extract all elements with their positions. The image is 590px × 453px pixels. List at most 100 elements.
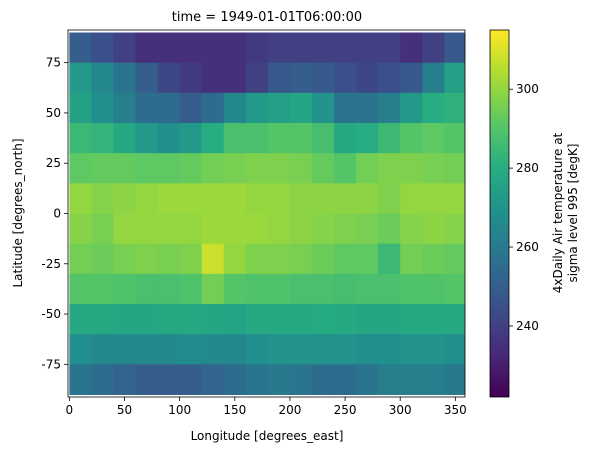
- heatmap-cell: [69, 92, 92, 124]
- heatmap-cell: [356, 273, 379, 305]
- heatmap: [69, 32, 465, 395]
- y-tick-label: 25: [46, 156, 61, 170]
- heatmap-cell: [113, 334, 137, 365]
- heatmap-cell: [400, 334, 423, 365]
- heatmap-cell: [422, 92, 445, 124]
- heatmap-cell: [91, 92, 114, 124]
- heatmap-cell: [356, 364, 379, 395]
- heatmap-cell: [444, 273, 465, 305]
- heatmap-cell: [444, 92, 465, 124]
- heatmap-cell: [267, 364, 291, 395]
- heatmap-cell: [334, 123, 357, 154]
- heatmap-cell: [444, 303, 465, 335]
- heatmap-cell: [179, 334, 203, 365]
- heatmap-cell: [223, 334, 247, 365]
- heatmap-cell: [179, 213, 203, 245]
- heatmap-cell: [334, 62, 357, 94]
- heatmap-cell: [267, 273, 291, 305]
- heatmap-cell: [378, 183, 401, 214]
- y-tick-label: 75: [46, 56, 61, 70]
- heatmap-cell: [157, 213, 181, 245]
- heatmap-cell: [223, 62, 247, 94]
- heatmap-cell: [135, 334, 159, 365]
- heatmap-cell: [378, 32, 401, 64]
- heatmap-cell: [334, 32, 357, 64]
- heatmap-cell: [91, 243, 114, 275]
- heatmap-cell: [289, 213, 313, 245]
- heatmap-cell: [267, 153, 291, 184]
- heatmap-cell: [334, 213, 357, 245]
- heatmap-cell: [289, 62, 313, 94]
- heatmap-cell: [378, 213, 401, 245]
- colorbar-tick-label: 260: [516, 240, 539, 254]
- heatmap-cell: [91, 364, 114, 395]
- heatmap-cell: [334, 183, 357, 214]
- heatmap-cell: [201, 62, 225, 94]
- heatmap-cell: [91, 32, 114, 64]
- y-axis-label: Latitude [degrees_north]: [11, 138, 25, 287]
- x-axis-label: Longitude [degrees_east]: [191, 429, 344, 443]
- heatmap-cell: [245, 32, 269, 64]
- x-tick-label: 350: [444, 403, 467, 417]
- heatmap-cell: [334, 303, 357, 335]
- heatmap-cell: [113, 32, 137, 64]
- heatmap-cell: [135, 62, 159, 94]
- heatmap-cell: [157, 364, 181, 395]
- heatmap-cell: [311, 213, 335, 245]
- heatmap-cell: [334, 364, 357, 395]
- heatmap-cell: [91, 334, 114, 365]
- x-tick-label: 150: [223, 403, 246, 417]
- heatmap-cell: [223, 303, 247, 335]
- heatmap-cell: [400, 123, 423, 154]
- heatmap-cell: [289, 364, 313, 395]
- heatmap-cell: [378, 153, 401, 184]
- heatmap-cell: [201, 243, 225, 275]
- heatmap-cell: [113, 123, 137, 154]
- heatmap-cell: [356, 62, 379, 94]
- heatmap-cell: [245, 92, 269, 124]
- heatmap-cell: [201, 213, 225, 245]
- heatmap-cell: [69, 273, 92, 305]
- heatmap-cell: [135, 123, 159, 154]
- heatmap-cell: [245, 303, 269, 335]
- heatmap-cell: [201, 273, 225, 305]
- heatmap-cell: [400, 364, 423, 395]
- y-tick-label: 50: [46, 106, 61, 120]
- heatmap-cell: [400, 32, 423, 64]
- heatmap-cell: [422, 62, 445, 94]
- heatmap-cell: [378, 364, 401, 395]
- heatmap-cell: [91, 62, 114, 94]
- heatmap-cell: [289, 123, 313, 154]
- heatmap-cell: [334, 273, 357, 305]
- heatmap-cell: [135, 153, 159, 184]
- colorbar-tick-label: 300: [516, 82, 539, 96]
- x-tick-label: 50: [117, 403, 132, 417]
- heatmap-cell: [135, 303, 159, 335]
- heatmap-cell: [444, 153, 465, 184]
- heatmap-cell: [400, 243, 423, 275]
- heatmap-cell: [91, 303, 114, 335]
- heatmap-cell: [245, 62, 269, 94]
- heatmap-cell: [400, 92, 423, 124]
- heatmap-cell: [113, 153, 137, 184]
- heatmap-cell: [113, 243, 137, 275]
- heatmap-cell: [422, 364, 445, 395]
- heatmap-cell: [422, 183, 445, 214]
- heatmap-cell: [179, 303, 203, 335]
- heatmap-cell: [135, 32, 159, 64]
- heatmap-cell: [69, 334, 92, 365]
- heatmap-cell: [267, 32, 291, 64]
- heatmap-cell: [311, 153, 335, 184]
- heatmap-cell: [245, 334, 269, 365]
- heatmap-cell: [223, 243, 247, 275]
- heatmap-cell: [356, 153, 379, 184]
- heatmap-cell: [69, 123, 92, 154]
- x-tick-label: 200: [278, 403, 301, 417]
- heatmap-cell: [69, 364, 92, 395]
- heatmap-cell: [267, 243, 291, 275]
- heatmap-cell: [69, 183, 92, 214]
- heatmap-cell: [311, 334, 335, 365]
- heatmap-cell: [422, 273, 445, 305]
- heatmap-cell: [444, 32, 465, 64]
